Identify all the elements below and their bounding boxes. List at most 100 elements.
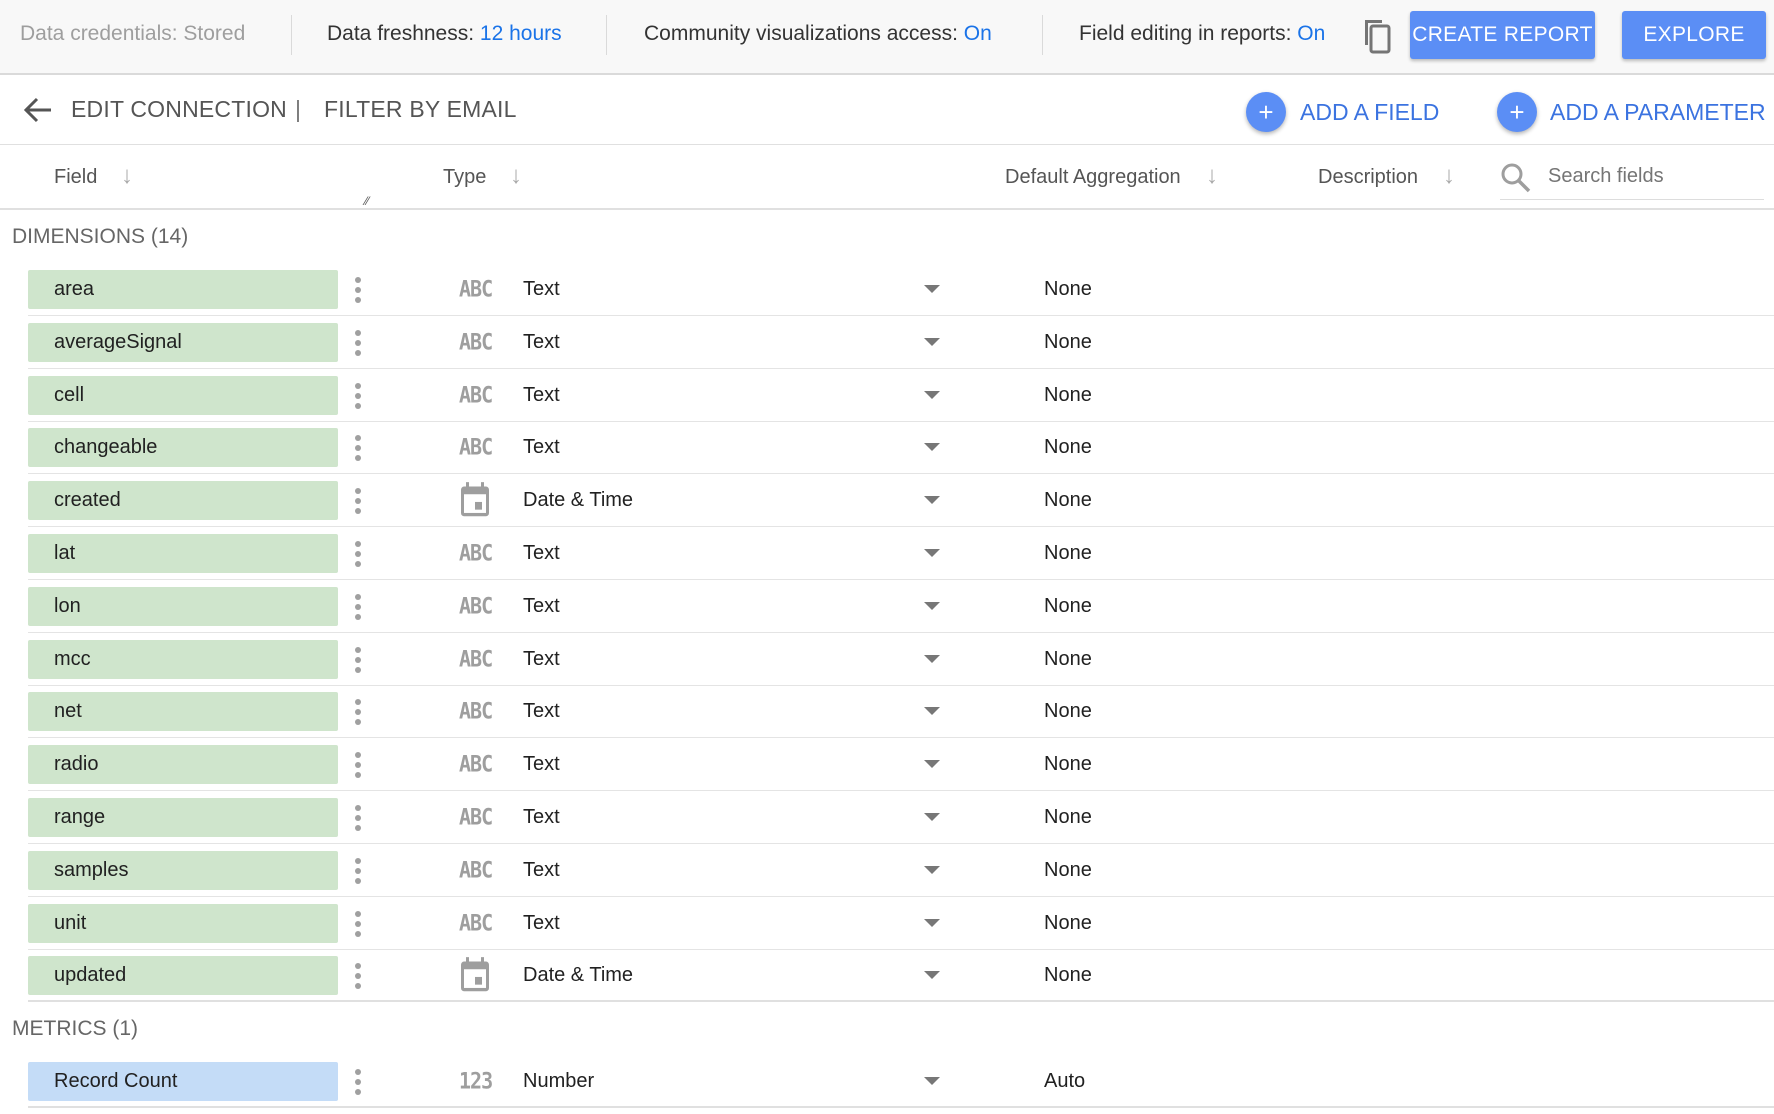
more-options-icon[interactable] [354,593,362,620]
more-options-icon[interactable] [354,488,362,515]
field-type[interactable]: Text [523,542,560,564]
create-report-button[interactable]: CREATE REPORT [1410,11,1595,59]
type-dropdown-arrow-icon[interactable] [924,496,940,505]
field-type[interactable]: Text [523,436,560,459]
field-type[interactable]: Text [523,700,560,723]
column-default-aggregation[interactable]: Default Aggregation [1005,166,1181,188]
default-aggregation[interactable]: None [1044,436,1092,459]
more-options-icon[interactable] [354,382,362,409]
explore-button[interactable]: EXPLORE [1622,11,1766,59]
type-dropdown-arrow-icon[interactable] [924,443,940,452]
field-name-chip[interactable]: lon [28,586,338,626]
more-options-icon[interactable] [354,805,362,831]
default-aggregation[interactable]: None [1044,594,1092,617]
default-aggregation[interactable]: None [1044,542,1092,564]
sort-arrow-icon[interactable]: ↓ [121,162,133,189]
add-parameter-plus-icon[interactable]: + [1497,92,1537,132]
type-dropdown-arrow-icon[interactable] [924,601,940,610]
field-row: radio ABC Text None [28,738,1774,792]
default-aggregation[interactable]: None [1044,383,1092,406]
more-options-icon[interactable] [354,277,362,303]
field-type[interactable]: Text [523,330,560,353]
type-dropdown-arrow-icon[interactable] [924,865,940,874]
more-options-icon[interactable] [354,1069,362,1095]
type-dropdown-arrow-icon[interactable] [924,707,940,716]
field-type[interactable]: Text [523,806,560,828]
divider [606,15,607,55]
default-aggregation[interactable]: None [1044,700,1092,723]
default-aggregation[interactable]: None [1044,753,1092,776]
field-name-chip[interactable]: averageSignal [28,322,338,362]
sort-arrow-icon[interactable]: ↓ [1443,162,1455,189]
field-name-chip[interactable]: radio [28,745,338,785]
field-name-chip[interactable]: created [28,481,338,521]
default-aggregation[interactable]: None [1044,964,1092,987]
field-name-chip[interactable]: updated [28,956,338,996]
more-options-icon[interactable] [354,857,362,884]
default-aggregation[interactable]: None [1044,278,1092,300]
field-type[interactable]: Text [523,647,560,670]
freshness-link[interactable]: 12 hours [479,22,562,45]
field-type[interactable]: Text [523,594,560,617]
field-type[interactable]: Date & Time [523,489,634,512]
default-aggregation[interactable]: None [1044,911,1092,934]
type-dropdown-arrow-icon[interactable] [924,390,940,399]
field-type[interactable]: Number [523,1070,595,1092]
add-field-button[interactable]: ADD A FIELD [1300,99,1440,125]
field-name-chip[interactable]: mcc [28,639,338,679]
more-options-icon[interactable] [354,646,362,673]
field-name-chip[interactable]: Record Count [28,1062,338,1101]
field-type[interactable]: Text [523,753,560,776]
more-options-icon[interactable] [354,910,362,937]
type-dropdown-arrow-icon[interactable] [924,1077,940,1085]
field-editing-link[interactable]: On [1297,22,1326,45]
default-aggregation[interactable]: None [1044,489,1092,512]
field-name-chip[interactable]: cell [28,375,338,415]
default-aggregation[interactable]: None [1044,647,1092,670]
type-dropdown-arrow-icon[interactable] [924,549,940,557]
column-type[interactable]: Type [443,166,487,188]
field-name-chip[interactable]: net [28,692,338,732]
copy-icon[interactable] [1362,18,1392,59]
column-field[interactable]: Field [54,166,98,188]
default-aggregation[interactable]: None [1044,806,1092,828]
type-dropdown-arrow-icon[interactable] [924,654,940,663]
field-type[interactable]: Text [523,278,560,300]
column-resize-handle[interactable]: ⁄⁄ [365,194,370,208]
default-aggregation[interactable]: None [1044,330,1092,353]
type-dropdown-arrow-icon[interactable] [924,285,940,293]
type-dropdown-arrow-icon[interactable] [924,337,940,346]
type-dropdown-arrow-icon[interactable] [924,813,940,821]
more-options-icon[interactable] [354,752,362,779]
field-name-chip[interactable]: area [28,270,338,309]
default-aggregation[interactable]: Auto [1044,1070,1086,1092]
more-options-icon[interactable] [354,435,362,462]
edit-connection-link[interactable]: EDIT CONNECTION [71,96,287,122]
field-name-chip[interactable]: changeable [28,428,338,468]
community-link[interactable]: On [963,22,992,45]
more-options-icon[interactable] [354,699,362,726]
add-parameter-button[interactable]: ADD A PARAMETER [1550,99,1766,125]
field-name-chip[interactable]: lat [28,534,338,573]
type-dropdown-arrow-icon[interactable] [924,971,940,980]
field-type[interactable]: Text [523,383,560,406]
type-dropdown-arrow-icon[interactable] [924,918,940,927]
more-options-icon[interactable] [354,329,362,356]
field-name-chip[interactable]: unit [28,903,338,943]
data-source-name[interactable]: FILTER BY EMAIL [324,96,517,122]
sort-arrow-icon[interactable]: ↓ [1206,162,1218,189]
sort-arrow-icon[interactable]: ↓ [510,162,522,189]
search-fields-input[interactable] [1548,160,1758,192]
default-aggregation[interactable]: None [1044,858,1092,881]
more-options-icon[interactable] [354,541,362,567]
field-type[interactable]: Text [523,911,560,934]
column-description[interactable]: Description [1318,166,1419,188]
field-type[interactable]: Text [523,858,560,881]
type-dropdown-arrow-icon[interactable] [924,760,940,769]
field-name-chip[interactable]: samples [28,850,338,890]
add-field-plus-icon[interactable]: + [1246,92,1286,132]
field-type[interactable]: Date & Time [523,964,634,987]
more-options-icon[interactable] [354,963,362,990]
field-name-chip[interactable]: range [28,798,338,837]
back-arrow-icon[interactable] [22,95,54,130]
